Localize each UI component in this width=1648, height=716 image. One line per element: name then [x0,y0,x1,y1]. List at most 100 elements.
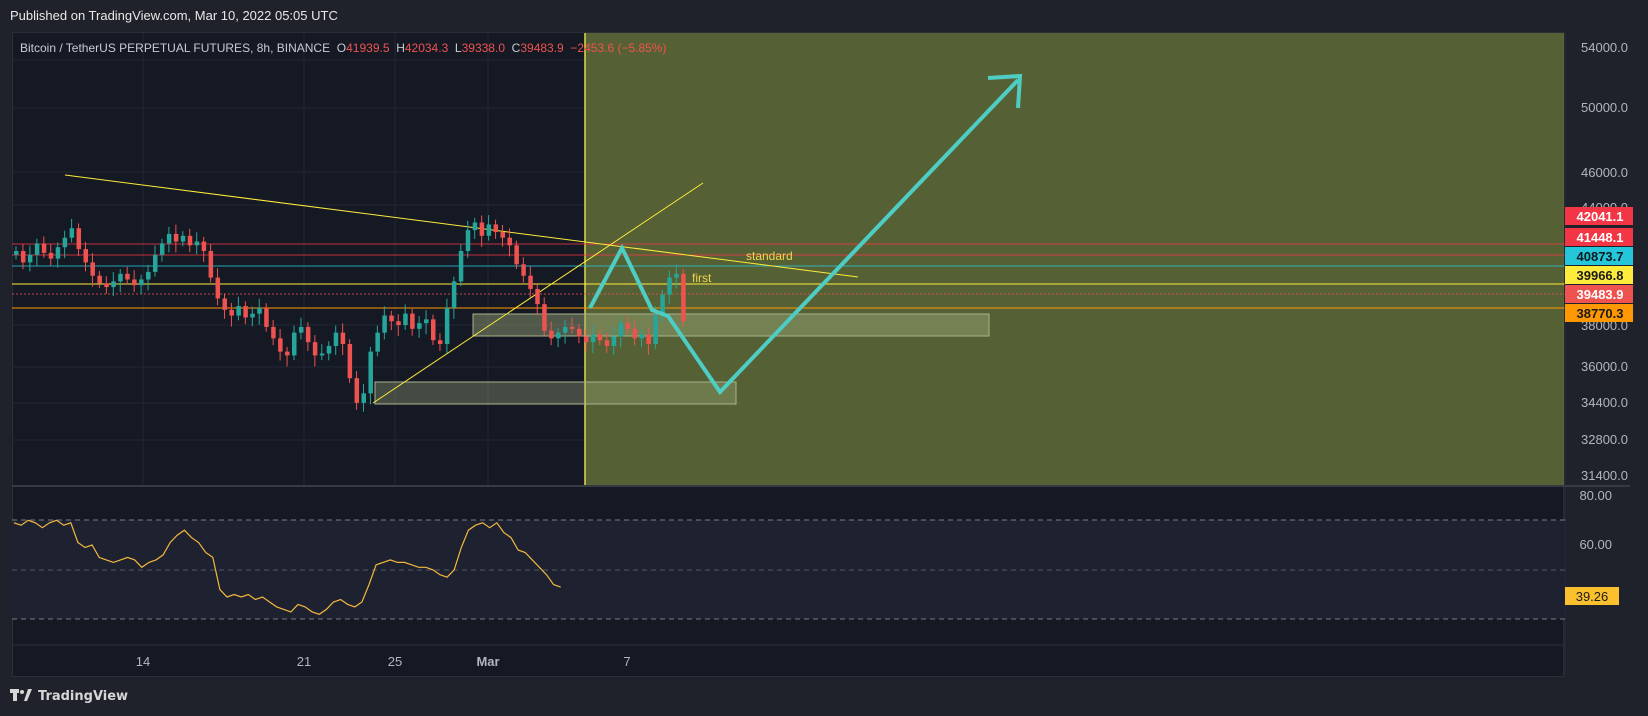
badge-bg [1565,207,1633,225]
candle-body [146,271,151,280]
candle-body [576,328,582,337]
rsi-axis: 80.00 60.00 [1579,488,1612,552]
candle-body [625,323,631,329]
low-value: 39338.0 [461,41,505,55]
candle-body [208,251,214,278]
tradingview-logo-icon [10,688,32,704]
candle-body [354,378,360,403]
high-label: H [396,41,405,55]
candle-body [271,326,276,339]
candle-body [410,313,415,329]
candle-body [90,262,95,276]
time-tick: 21 [297,654,311,669]
price-tick: 54000.0 [1581,40,1628,55]
candle-body [125,273,130,280]
projection-path [588,78,1020,396]
support-zone-upper [472,313,990,337]
symbol-legend: Bitcoin / TetherUS PERPETUAL FUTURES, 8h… [20,41,666,55]
candle-body [118,273,123,282]
candle-body [14,251,19,255]
close-label: C [511,41,521,55]
candle-body [472,222,478,231]
time-tick: 25 [388,654,402,669]
candle-body [278,338,283,352]
candle-body [444,307,450,345]
candle-body [285,351,290,356]
change-value: −2453.6 (−5.85%) [570,41,667,55]
candle-body [298,326,304,333]
rsi-badge-bg [1565,587,1619,605]
candle-body [563,326,568,333]
candle-body [389,315,394,322]
candle-body [76,228,82,250]
candle-body [312,342,318,356]
price-tick: 36000.0 [1581,359,1628,374]
badge-bg [1565,266,1633,284]
candle-body [646,334,651,345]
candle-body [340,332,346,345]
tradingview-logo-text[interactable]: TradingView [38,688,129,704]
symbol-title: Bitcoin / TetherUS PERPETUAL FUTURES, 8h… [20,41,331,55]
high-value: 42034.3 [404,41,449,55]
price-levels [12,243,1565,309]
time-axis[interactable]: 14 21 25 Mar 7 [136,654,631,669]
candle-body [583,336,589,343]
candle-body [507,237,512,246]
candle-body [229,309,234,316]
rsi-badge: 39.26 [1576,589,1609,604]
candle-body [535,288,540,305]
candle-body [514,245,519,265]
candle-body [264,307,269,327]
candles-group [14,215,686,412]
annotation-standard: standard [746,249,793,263]
candle-body [305,326,311,343]
price-tick: 50000.0 [1581,100,1628,115]
candle-body [451,281,457,308]
candle-body [396,321,401,326]
candle-body [549,330,554,339]
price-badge: 39966.8 [1577,268,1624,283]
rsi-line [13,519,561,615]
candle-body [69,228,75,238]
candle-body [222,298,227,310]
candle-body [632,328,638,339]
candle-body [333,332,339,346]
annotation-first: first [692,271,712,285]
candle-body [201,241,207,252]
candle-body [403,313,408,326]
candle-body [604,340,610,346]
price-tick: 46000.0 [1581,165,1628,180]
badge-bg [1565,247,1633,265]
price-tick: 32800.0 [1581,432,1628,447]
candle-body [83,249,88,263]
candle-body [597,334,603,341]
support-zone-lower [374,381,737,405]
candle-body [500,232,505,238]
candle-body [528,275,533,289]
open-label: O [336,41,347,55]
candle-body [556,332,561,339]
price-badge: 39483.9 [1577,287,1624,302]
candle-body [194,241,200,246]
candle-body [187,235,193,246]
candle-body [590,334,596,343]
candle-body [382,315,387,333]
price-badges: 42041.1 41448.1 40873.7 39966.8 39483.9 … [1565,207,1633,322]
candle-body [97,275,102,284]
candle-body [674,273,679,278]
candle-body [681,273,686,322]
price-badge: 40873.7 [1577,249,1624,264]
candle-body [493,224,499,233]
candle-body [424,319,429,324]
price-tick: 31400.0 [1581,468,1628,483]
candle-body [159,243,165,255]
badge-bg [1565,228,1633,246]
candle-body [611,336,617,346]
low-label: L [454,41,462,55]
candle-body [20,251,26,263]
badge-bg [1565,304,1633,322]
candle-body [326,345,332,354]
candle-body [243,306,248,318]
